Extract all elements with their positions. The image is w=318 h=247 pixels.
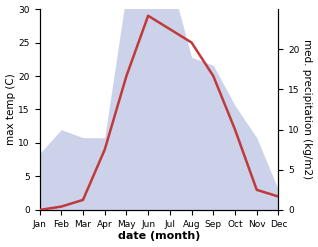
Y-axis label: max temp (C): max temp (C) [5, 74, 16, 145]
Y-axis label: med. precipitation (kg/m2): med. precipitation (kg/m2) [302, 40, 313, 180]
X-axis label: date (month): date (month) [118, 231, 200, 242]
